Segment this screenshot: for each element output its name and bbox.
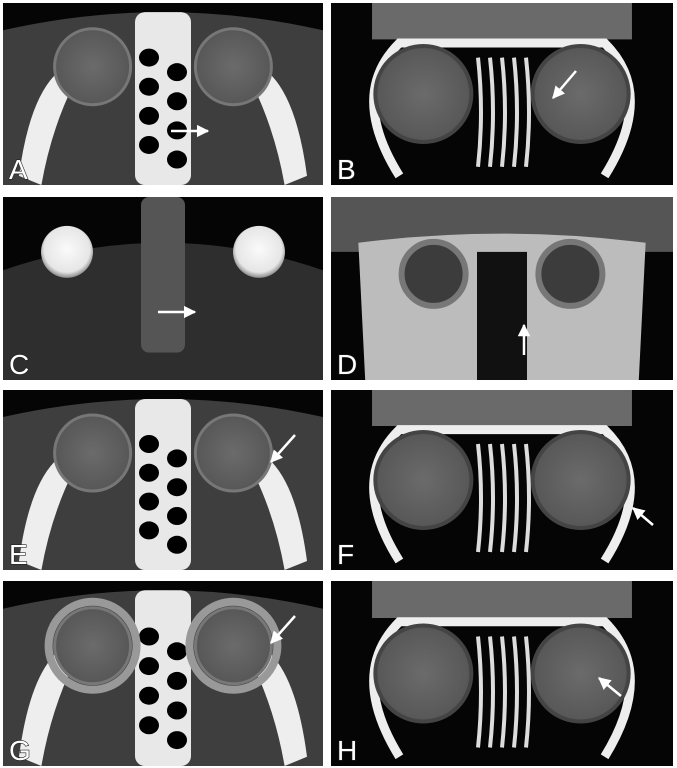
air-cell [167,701,187,720]
arrow [552,70,577,99]
globe [41,225,93,278]
arrow [632,507,654,526]
nasal-septum [476,57,483,168]
nasal-septum [476,636,483,748]
bone [252,655,307,766]
globe [233,225,285,278]
air-cell [139,48,159,67]
globe [535,238,606,309]
air-cell [139,135,159,154]
air-cell [139,435,159,453]
panel-label: H [337,735,357,766]
globe [193,27,273,107]
arrow [270,434,296,463]
globe [53,413,133,493]
air-cell [167,731,187,750]
orbital-rim [369,425,635,564]
air-cell [167,642,187,661]
arrow [270,615,296,644]
enhancing-rim [44,597,141,694]
bone [19,462,74,570]
image-panel: H [331,581,673,767]
globe [53,27,133,107]
enhancing-rim [185,597,282,694]
nasal-septum [512,636,519,748]
air-cell [139,716,159,735]
image-panel: C [3,197,323,381]
nasal-septum [524,636,531,748]
nasal-septum [500,636,507,748]
panel-label: D [337,349,357,380]
nasal-septum [488,443,495,553]
nasal-septum [524,443,531,553]
globe [373,623,474,724]
air-cell [139,686,159,705]
brain [372,3,632,40]
globe [530,430,631,530]
image-panel: E [3,390,323,571]
globe [530,44,631,144]
image-panel: G [3,581,323,767]
globe [373,44,474,144]
air-cell [167,507,187,525]
air-cell [167,449,187,468]
globe [193,413,273,493]
air-cell [167,63,187,82]
brain [372,581,632,618]
air-cell [167,535,187,554]
bone [252,462,307,570]
image-panel: A [3,3,323,186]
air-cell [139,106,159,125]
nose [141,197,185,353]
globe [193,606,273,686]
panel-label: A [9,154,28,185]
image-panel: D [331,197,673,381]
air-cell [167,671,187,690]
nasal-septum [500,57,507,168]
orbital-rim [369,38,635,179]
nasal-septum [500,443,507,553]
air-cell [139,492,159,511]
arrow [598,677,622,697]
panel-label: G [9,735,31,766]
bone [252,75,307,185]
air-cell [167,478,187,497]
globe [53,606,133,686]
nasal-septum [512,57,519,168]
air-cell [167,150,187,169]
nasal-septum [512,443,519,553]
bone [19,655,74,766]
nasal-septum [476,443,483,553]
image-panel: F [331,390,673,571]
air-cell [139,463,159,482]
nasal-septum [488,636,495,748]
air-cell [139,521,159,540]
air-cell [139,627,159,646]
bone [19,75,74,185]
air-cell [139,657,159,676]
panel-label: C [9,349,29,380]
air-cell [167,92,187,111]
image-panel: B [331,3,673,186]
nasal-cavity [477,251,527,380]
globe [373,430,474,530]
panel-label: F [337,539,354,570]
nasal-septum [524,57,531,168]
globe [398,238,469,309]
panel-label: B [337,154,356,185]
globe [530,623,631,724]
brain [372,390,632,426]
orbital-rim [369,617,635,760]
air-cell [139,77,159,96]
panel-label: E [9,539,28,570]
nasal-septum [488,57,495,168]
